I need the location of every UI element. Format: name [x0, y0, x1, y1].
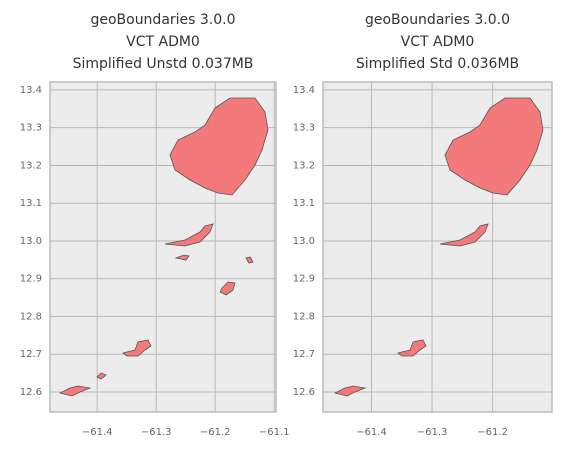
y-tick-label: 12.9	[293, 274, 315, 285]
x-tick-label: −61.3	[417, 427, 448, 438]
island	[96, 372, 107, 380]
x-tick-label: −61.2	[200, 427, 231, 438]
x-tick-label: −61.4	[356, 427, 387, 438]
y-tick-label: 12.7	[293, 349, 315, 360]
island	[219, 281, 236, 296]
y-tick-label: 13.4	[293, 85, 315, 96]
island	[333, 385, 367, 397]
y-tick-label: 13.1	[293, 198, 315, 209]
islands	[333, 97, 544, 397]
islands	[58, 97, 269, 397]
y-tick-label: 12.6	[293, 387, 315, 398]
x-tick-label: −61.1	[259, 427, 290, 438]
y-tick-label: 12.9	[20, 274, 42, 285]
chart-title: geoBoundaries 3.0.0	[90, 12, 235, 28]
map-panel: geoBoundaries 3.0.0 VCT ADM0 Simplified St…	[293, 12, 553, 438]
island	[397, 339, 427, 357]
island	[444, 97, 544, 196]
y-tick-label: 13.2	[293, 160, 315, 171]
y-tick-label: 13.0	[293, 236, 315, 247]
y-tick-label: 13.2	[20, 160, 42, 171]
x-tick-label: −61.2	[477, 427, 508, 438]
y-tick-label: 12.8	[20, 311, 42, 322]
x-tick-label: −61.3	[141, 427, 172, 438]
x-tick-label: −61.4	[82, 427, 113, 438]
island	[169, 97, 269, 196]
island	[439, 223, 489, 247]
y-tick-label: 13.3	[293, 123, 315, 134]
y-tick-label: 13.0	[20, 236, 42, 247]
chart-title: VCT ADM0	[401, 34, 475, 50]
chart-title: Simplified Std 0.036MB	[356, 56, 519, 72]
island	[122, 339, 152, 357]
island	[58, 385, 92, 397]
chart-title: geoBoundaries 3.0.0	[365, 12, 510, 28]
y-tick-label: 12.7	[20, 349, 42, 360]
island	[164, 223, 214, 247]
island	[245, 256, 254, 264]
chart-title: Simplified Unstd 0.037MB	[73, 56, 254, 72]
island	[174, 254, 190, 261]
y-tick-label: 12.6	[20, 387, 42, 398]
chart-title: VCT ADM0	[126, 34, 200, 50]
y-tick-label: 12.8	[293, 311, 315, 322]
map-panel: geoBoundaries 3.0.0 VCT ADM0 Simplified Un…	[20, 12, 290, 438]
y-tick-label: 13.1	[20, 198, 42, 209]
y-tick-label: 13.3	[20, 123, 42, 134]
y-tick-label: 13.4	[20, 85, 42, 96]
